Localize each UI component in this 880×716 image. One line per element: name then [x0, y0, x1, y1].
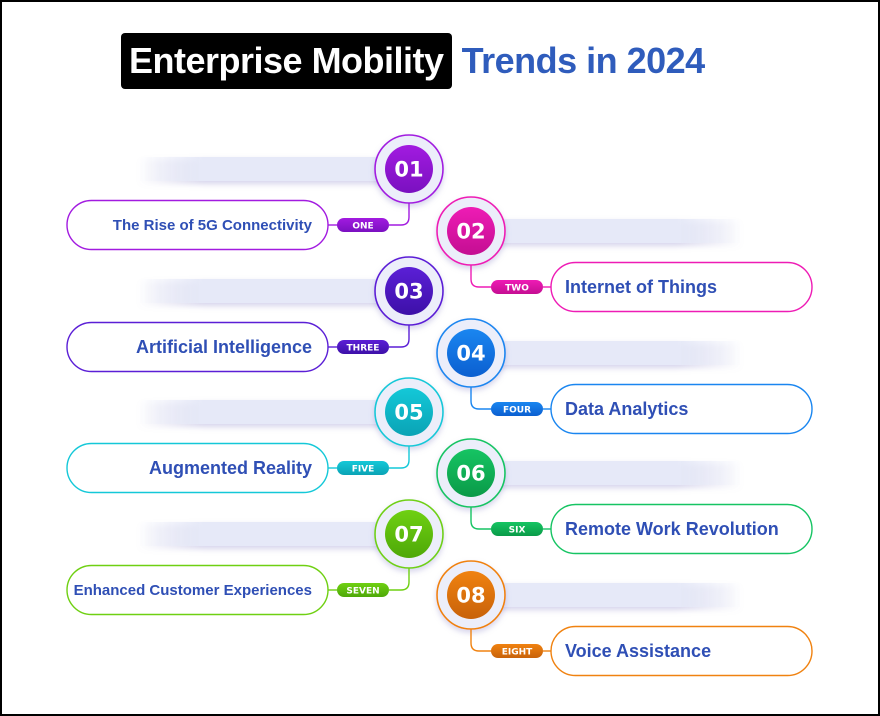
connector-line — [470, 507, 491, 530]
connector-line — [389, 568, 410, 591]
trend-item-01: 01 ONE The Rise of 5G Connectivity — [66, 134, 444, 251]
timeline-bar — [480, 341, 742, 365]
number-badge — [447, 571, 495, 619]
title-rest: Trends in 2024 — [461, 40, 706, 81]
trend-number: 02 — [456, 220, 485, 244]
timeline-bar — [138, 522, 400, 546]
trend-number: 06 — [456, 462, 485, 486]
trend-label: Internet of Things — [565, 277, 717, 297]
ordinal-tag-text: TWO — [505, 283, 529, 293]
ordinal-tag — [337, 340, 389, 354]
connector-line — [470, 265, 491, 288]
trend-label: Augmented Reality — [149, 458, 312, 478]
ordinal-tag-text: FOUR — [503, 405, 531, 415]
ordinal-tag — [337, 461, 389, 475]
ordinal-tag — [491, 644, 543, 658]
ordinal-tag — [491, 522, 543, 536]
connector-line — [389, 446, 410, 469]
trend-label-pill — [66, 564, 329, 616]
trend-number: 04 — [456, 342, 485, 366]
trend-item-03: 03 THREE Artificial Intelligence — [66, 256, 444, 373]
trend-item-08: 08 EIGHT Voice Assistance — [436, 560, 813, 677]
ordinal-tag — [491, 402, 543, 416]
connector-line — [470, 387, 491, 410]
ordinal-tag — [337, 218, 389, 232]
ordinal-tag — [337, 583, 389, 597]
trend-item-04: 04 FOUR Data Analytics — [436, 318, 813, 435]
number-badge — [385, 267, 433, 315]
trend-label: Enhanced Customer Experiences — [74, 582, 312, 599]
ordinal-tag-text: ONE — [352, 221, 373, 231]
timeline-bar — [138, 157, 400, 181]
trend-label-pill — [66, 321, 329, 373]
trend-number: 08 — [456, 584, 485, 608]
number-badge — [447, 449, 495, 497]
trend-item-02: 02 TWO Internet of Things — [436, 196, 813, 313]
trend-number: 01 — [394, 158, 423, 182]
trend-label: Remote Work Revolution — [565, 519, 779, 539]
timeline-bar — [138, 279, 400, 303]
ordinal-tag-text: SEVEN — [346, 586, 379, 596]
connector-line — [389, 203, 410, 226]
page-title: Enterprise Mobility Trends in 2024 — [121, 33, 705, 89]
trend-label-pill — [66, 199, 329, 251]
trend-label-pill — [550, 383, 813, 435]
trend-label-pill — [66, 442, 329, 494]
trend-label: The Rise of 5G Connectivity — [113, 217, 313, 234]
number-badge — [447, 207, 495, 255]
trend-item-05: 05 FIVE Augmented Reality — [66, 377, 444, 494]
trend-label-pill — [550, 261, 813, 313]
trend-label: Data Analytics — [565, 399, 688, 419]
trend-item-07: 07 SEVEN Enhanced Customer Experiences — [66, 499, 444, 616]
trend-number: 05 — [394, 401, 423, 425]
trend-label: Voice Assistance — [565, 641, 711, 661]
number-badge — [385, 388, 433, 436]
number-badge — [385, 145, 433, 193]
trend-item-06: 06 SIX Remote Work Revolution — [436, 438, 813, 555]
ordinal-tag-text: THREE — [347, 343, 380, 353]
timeline-bar — [138, 400, 400, 424]
connector-line — [389, 325, 410, 348]
trend-label-pill — [550, 503, 813, 555]
number-badge — [385, 510, 433, 558]
connector-line — [470, 629, 491, 652]
trend-label: Artificial Intelligence — [136, 337, 312, 357]
timeline-bar — [480, 583, 742, 607]
ordinal-tag-text: FIVE — [352, 464, 375, 474]
trend-label-pill — [550, 625, 813, 677]
trend-number: 03 — [394, 280, 423, 304]
trend-number: 07 — [394, 523, 423, 547]
ordinal-tag-text: EIGHT — [502, 647, 533, 657]
ordinal-tag — [491, 280, 543, 294]
number-badge — [447, 329, 495, 377]
timeline-bar — [480, 461, 742, 485]
ordinal-tag-text: SIX — [509, 525, 526, 535]
title-highlight: Enterprise Mobility — [121, 33, 452, 89]
timeline-bar — [480, 219, 742, 243]
